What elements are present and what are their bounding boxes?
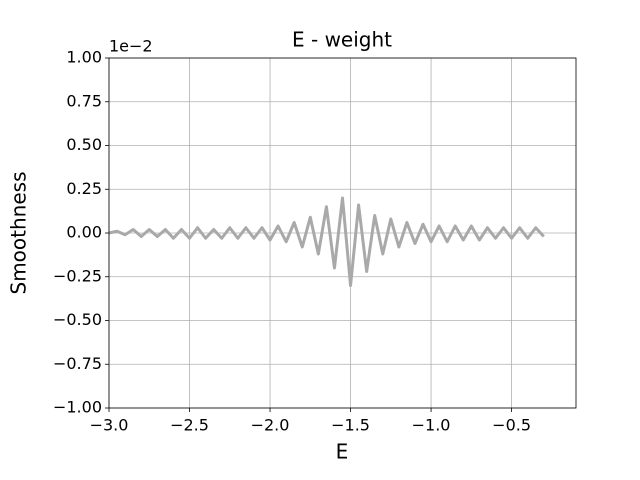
x-tick-label: −2.0 <box>251 416 290 435</box>
y-tick-label: −0.75 <box>53 354 102 373</box>
y-tick-label: 0.00 <box>66 223 102 242</box>
x-tick-label: −1.5 <box>331 416 370 435</box>
y-axis-label: Smoothness <box>7 172 31 295</box>
y-tick-label: 0.50 <box>66 135 102 154</box>
x-tick-label: −2.5 <box>170 416 209 435</box>
x-axis-label: E <box>336 440 349 464</box>
x-tick-label: −1.0 <box>412 416 451 435</box>
x-tick-label: −0.5 <box>492 416 531 435</box>
plot-frame <box>108 57 577 409</box>
x-tick-label: −3.0 <box>90 416 129 435</box>
data-line <box>108 196 545 287</box>
y-tick-label: 0.25 <box>66 179 102 198</box>
y-tick-label: 1.00 <box>66 48 102 67</box>
chart-title: E - weight <box>292 28 392 52</box>
y-tick-label: −0.25 <box>53 266 102 285</box>
y-tick-label: −1.00 <box>53 398 102 417</box>
y-tick-label: −0.50 <box>53 310 102 329</box>
offset-text: 1e−2 <box>109 37 153 56</box>
y-tick-label: 0.75 <box>66 91 102 110</box>
